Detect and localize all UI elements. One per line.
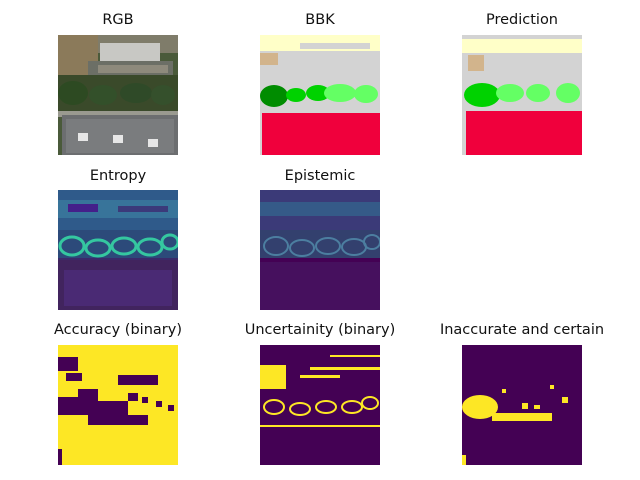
inaccurate-certain-map [462, 345, 582, 465]
entropy-map [58, 190, 178, 310]
panel-title-rgb: RGB [102, 12, 134, 28]
accuracy-binary-map [58, 345, 178, 465]
panel-title-uncertainty: Uncertainity (binary) [244, 322, 396, 338]
bbk-label-map [260, 35, 380, 155]
panel-title-inaccurate: Inaccurate and certain [439, 322, 605, 338]
epistemic-map [260, 190, 380, 310]
panel-title-prediction: Prediction [485, 12, 559, 28]
panel-title-bbk: BBK [305, 12, 335, 28]
uncertainty-binary-map [260, 345, 380, 465]
panel-title-entropy: Entropy [89, 168, 147, 184]
panel-title-epistemic: Epistemic [284, 168, 356, 184]
prediction-label-map [462, 35, 582, 155]
panel-title-accuracy: Accuracy (binary) [54, 322, 182, 338]
rgb-image [58, 35, 178, 155]
